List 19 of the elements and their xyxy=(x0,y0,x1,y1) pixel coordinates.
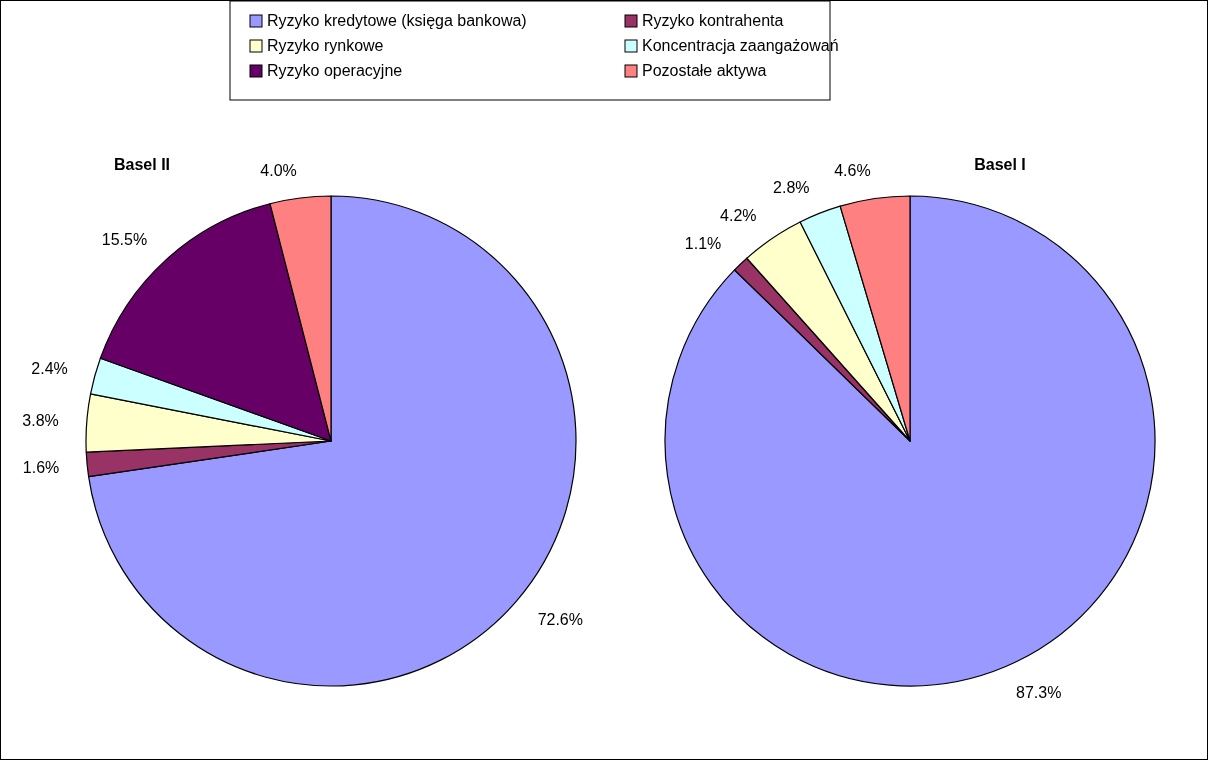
legend-label: Ryzyko kontrahenta xyxy=(642,12,784,29)
data-label: 2.4% xyxy=(31,360,68,378)
data-label: 1.1% xyxy=(684,235,722,253)
data-label: 1.6% xyxy=(22,458,60,476)
data-label: 72.6% xyxy=(537,611,583,629)
legend-label: Ryzyko operacyjne xyxy=(267,62,403,79)
data-label: 3.8% xyxy=(22,412,59,430)
data-label: 87.3% xyxy=(1016,684,1062,702)
legend-label: Pozostałe aktywa xyxy=(642,62,767,79)
data-label: 2.8% xyxy=(773,178,810,196)
data-label: 4.6% xyxy=(834,162,871,180)
slice-label: Basel II xyxy=(113,156,171,173)
slice-label: Basel I xyxy=(974,156,1026,173)
legend-label: Ryzyko rynkowe xyxy=(267,37,384,54)
legend-label: Ryzyko kredytowe (księga bankowa) xyxy=(267,12,527,29)
data-label: 4.2% xyxy=(720,206,757,224)
data-label: 4.0% xyxy=(260,161,297,179)
legend-label: Koncentracja zaangażowań xyxy=(642,37,839,54)
data-label: 15.5% xyxy=(101,230,148,248)
